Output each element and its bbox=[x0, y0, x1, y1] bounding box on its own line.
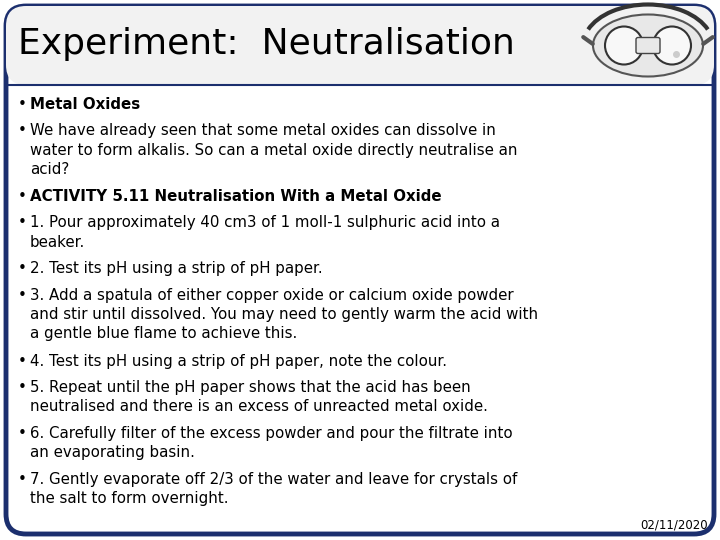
Text: •: • bbox=[18, 288, 27, 303]
Text: •: • bbox=[18, 354, 27, 368]
FancyBboxPatch shape bbox=[6, 6, 714, 85]
Text: •: • bbox=[18, 124, 27, 138]
Text: We have already seen that some metal oxides can dissolve in
water to form alkali: We have already seen that some metal oxi… bbox=[30, 124, 518, 177]
Text: 3. Add a spatula of either copper oxide or calcium oxide powder
and stir until d: 3. Add a spatula of either copper oxide … bbox=[30, 288, 538, 341]
Text: •: • bbox=[18, 261, 27, 276]
Text: •: • bbox=[18, 97, 27, 112]
Text: ACTIVITY 5.11 Neutralisation With a Metal Oxide: ACTIVITY 5.11 Neutralisation With a Meta… bbox=[30, 189, 441, 204]
Text: 2. Test its pH using a strip of pH paper.: 2. Test its pH using a strip of pH paper… bbox=[30, 261, 323, 276]
Text: Experiment:  Neutralisation: Experiment: Neutralisation bbox=[18, 27, 515, 61]
Text: •: • bbox=[18, 472, 27, 487]
FancyBboxPatch shape bbox=[6, 6, 714, 534]
Text: 4. Test its pH using a strip of pH paper, note the colour.: 4. Test its pH using a strip of pH paper… bbox=[30, 354, 447, 368]
Ellipse shape bbox=[653, 26, 691, 64]
Ellipse shape bbox=[593, 15, 703, 77]
Text: •: • bbox=[18, 426, 27, 441]
Text: Metal Oxides: Metal Oxides bbox=[30, 97, 140, 112]
Text: 6. Carefully filter of the excess powder and pour the filtrate into
an evaporati: 6. Carefully filter of the excess powder… bbox=[30, 426, 513, 460]
Text: 1. Pour approximately 40 cm3 of 1 moll-1 sulphuric acid into a
beaker.: 1. Pour approximately 40 cm3 of 1 moll-1… bbox=[30, 215, 500, 249]
Text: •: • bbox=[18, 189, 27, 204]
Ellipse shape bbox=[605, 26, 643, 64]
Text: 7. Gently evaporate off 2/3 of the water and leave for crystals of
the salt to f: 7. Gently evaporate off 2/3 of the water… bbox=[30, 472, 518, 506]
Text: 5. Repeat until the pH paper shows that the acid has been
neutralised and there : 5. Repeat until the pH paper shows that … bbox=[30, 380, 488, 414]
Text: 02/11/2020: 02/11/2020 bbox=[640, 519, 708, 532]
Text: •: • bbox=[18, 380, 27, 395]
FancyBboxPatch shape bbox=[636, 37, 660, 53]
Text: •: • bbox=[18, 215, 27, 231]
